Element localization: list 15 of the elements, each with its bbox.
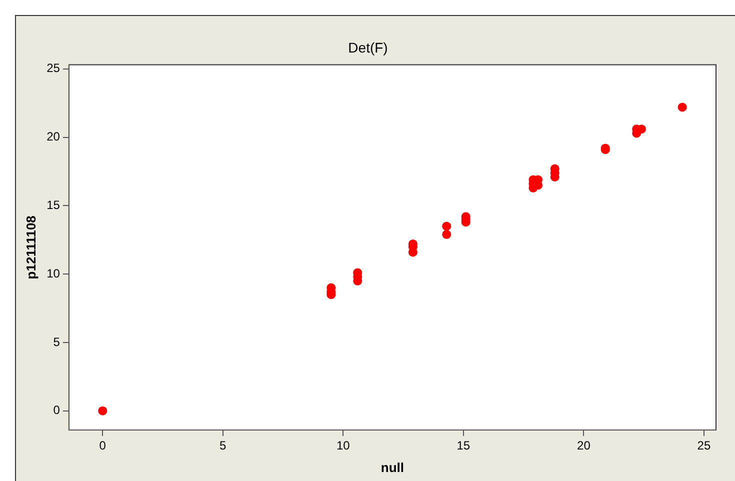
x-tick-label: 15 (456, 438, 470, 453)
y-tick-label: 0 (53, 403, 60, 418)
chart-title: Det(F) (348, 39, 388, 56)
y-axis-title: p12111108 (23, 216, 38, 280)
x-tick-label: 25 (697, 438, 711, 453)
x-tick-label: 5 (220, 438, 227, 453)
y-tick-label: 25 (46, 61, 60, 76)
y-tick-label: 10 (46, 266, 60, 280)
x-tick-label: 10 (336, 438, 350, 453)
y-tick-label: 5 (53, 334, 60, 349)
x-tick-label: 20 (577, 438, 591, 453)
y-tick-label: 15 (46, 198, 60, 212)
y-tick-label: 20 (46, 130, 60, 144)
x-tick-label: 0 (99, 438, 106, 453)
x-axis-title: null (380, 460, 404, 475)
